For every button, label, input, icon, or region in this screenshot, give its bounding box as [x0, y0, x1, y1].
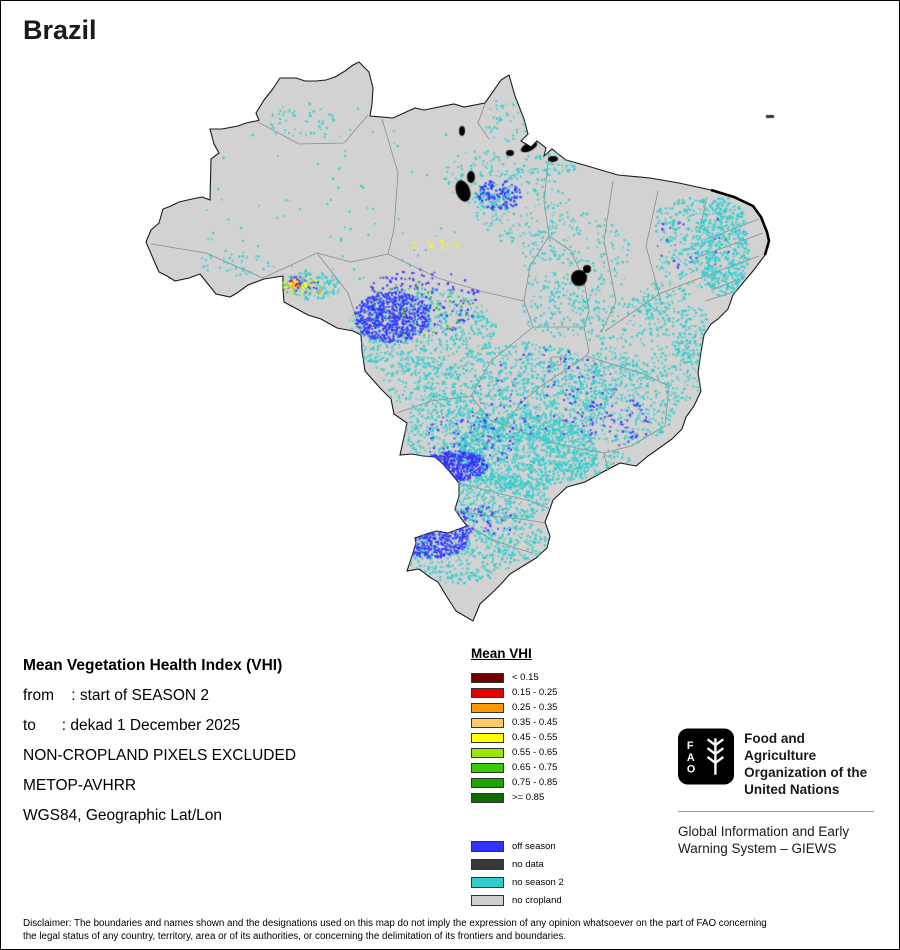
fao-branding: F A O Food and Agriculture Organization … [678, 728, 878, 857]
legend-swatch [471, 687, 504, 698]
fao-org-line: Organization of the [744, 765, 868, 780]
map-metadata-lines: Mean Vegetation Health Index (VHI) from :… [23, 651, 453, 831]
legend-swatch [471, 876, 504, 888]
wheat-icon [706, 738, 724, 775]
legend-item: 0.15 - 0.25 [471, 685, 661, 700]
legend-swatch [471, 732, 504, 743]
brazil-landmass [145, 61, 770, 622]
ne-coast-no-data [710, 188, 771, 256]
legend-label: no cropland [512, 894, 562, 906]
legend-swatch [471, 894, 504, 906]
legend-swatch [471, 858, 504, 870]
legend-label: 0.15 - 0.25 [512, 687, 558, 698]
map-info-line: METOP-AVHRR [23, 777, 137, 794]
legend-extra-classes: off season no data no season 2 no cropland [471, 837, 661, 909]
map-info-line: Mean Vegetation Health Index (VHI) [23, 657, 283, 674]
map-info-line: WGS84, Geographic Lat/Lon [23, 807, 223, 824]
map-info-line: from : start of SEASON 2 [23, 687, 210, 704]
legend-swatch [471, 792, 504, 803]
legend-classes: < 0.15 0.15 - 0.25 0.25 - 0.35 0.35 - 0.45 0… [471, 670, 661, 805]
giews-line: Global Information and Early [678, 824, 850, 839]
legend-title: Mean VHI [471, 646, 532, 661]
legend-swatch [471, 702, 504, 713]
disclaimer-text: Disclaimer: The boundaries and names sho… [23, 918, 767, 942]
legend-item: >= 0.85 [471, 790, 661, 805]
legend-item: off season [471, 837, 661, 855]
legend-label: 0.55 - 0.65 [512, 747, 558, 758]
map-info-line: to : dekad 1 December 2025 [23, 717, 241, 734]
legend-label: 0.35 - 0.45 [512, 717, 558, 728]
legend-item: 0.45 - 0.55 [471, 730, 661, 745]
map-metadata: Mean Vegetation Health Index (VHI) from :… [23, 651, 453, 831]
legend-swatch [471, 747, 504, 758]
legend-swatch [471, 672, 504, 683]
legend-label: 0.45 - 0.55 [512, 732, 558, 743]
legend-swatch [471, 777, 504, 788]
fao-org-line: United Nations [744, 782, 840, 797]
fao-org-name: Food and Agriculture Organization of the… [744, 728, 878, 798]
divider [678, 811, 874, 812]
giews-label: Global Information and Early Warning Sys… [678, 823, 878, 857]
legend-label: 0.75 - 0.85 [512, 777, 558, 788]
legend-swatch [471, 717, 504, 728]
svg-text:F: F [687, 740, 694, 752]
legend-item: no cropland [471, 891, 661, 909]
legend-label: off season [512, 840, 556, 852]
legend-item: 0.75 - 0.85 [471, 775, 661, 790]
legend-swatch [471, 762, 504, 773]
legend-item: 0.25 - 0.35 [471, 700, 661, 715]
legend-item: 0.35 - 0.45 [471, 715, 661, 730]
state-boundaries [150, 103, 764, 554]
legend-label: no data [512, 858, 544, 870]
legend-item: < 0.15 [471, 670, 661, 685]
vhi-legend: Mean VHI < 0.15 0.15 - 0.25 0.25 - 0.35 0.3… [471, 646, 661, 909]
legend-label: 0.25 - 0.35 [512, 702, 558, 713]
giews-line: Warning System – GIEWS [678, 841, 837, 856]
svg-text:A: A [687, 752, 695, 764]
fao-logo: F A O [678, 728, 735, 785]
legend-label: >= 0.85 [512, 792, 545, 803]
df-boundary [550, 356, 562, 366]
legend-item: no data [471, 855, 661, 873]
legend-label: < 0.15 [512, 672, 539, 683]
map-info-line: NON-CROPLAND PIXELS EXCLUDED [23, 747, 297, 764]
fao-org-line: Food and Agriculture [744, 731, 817, 763]
legend-item: no season 2 [471, 873, 661, 891]
legend-item: 0.55 - 0.65 [471, 745, 661, 760]
svg-text:O: O [687, 764, 695, 776]
legend-swatch [471, 840, 504, 852]
legend-item: 0.65 - 0.75 [471, 760, 661, 775]
fao-logo-row: F A O Food and Agriculture Organization … [678, 728, 878, 798]
legend-label: no season 2 [512, 876, 564, 888]
legend-label: 0.65 - 0.75 [512, 762, 558, 773]
